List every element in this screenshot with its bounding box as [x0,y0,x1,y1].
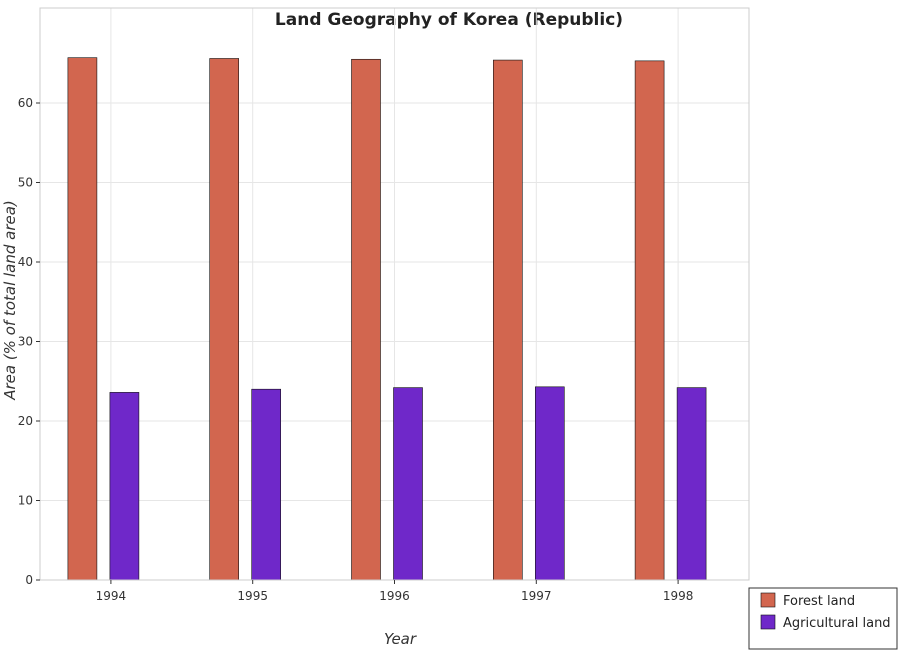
y-axis-label: Area (% of total land area) [1,200,19,401]
x-tick-label: 1995 [237,589,268,603]
legend-swatch-agricultural-land [760,614,776,630]
legend-swatch-forest-land [760,592,776,608]
y-tick-label: 20 [18,414,33,428]
bar-agricultural-land-1997 [534,386,565,581]
bar-agricultural-land-1994 [109,392,140,581]
y-tick-label: 60 [18,96,33,110]
y-axis: 0 10 20 30 40 50 60 [18,96,40,587]
x-axis: 1994 1995 1996 1997 1998 [96,580,694,603]
y-tick-label: 0 [25,573,33,587]
bar-agricultural-land-1996 [393,387,423,581]
x-tick-label: 1994 [96,589,127,603]
legend-label: Forest land [783,594,855,609]
legend-label: Agricultural land [783,616,891,631]
bar-forest-land-1995 [209,58,239,581]
x-tick-label: 1996 [379,589,410,603]
bar-forest-land-1997 [492,59,523,581]
bar-forest-land-1994 [67,57,98,581]
bars [67,57,707,581]
bar-forest-land-1996 [351,58,381,581]
y-tick-label: 40 [18,255,33,269]
chart-title: Land Geography of Korea (Republic) [275,10,623,30]
y-tick-label: 30 [18,335,33,349]
y-tick-label: 50 [18,176,33,190]
x-axis-label: Year [384,630,417,648]
legend: Forest land Agricultural land [748,587,898,650]
bar-forest-land-1998 [634,60,665,581]
y-tick-label: 10 [18,494,33,508]
x-tick-label: 1997 [521,589,552,603]
bar-agricultural-land-1998 [676,387,707,581]
x-tick-label: 1998 [663,589,694,603]
bar-agricultural-land-1995 [251,388,281,581]
